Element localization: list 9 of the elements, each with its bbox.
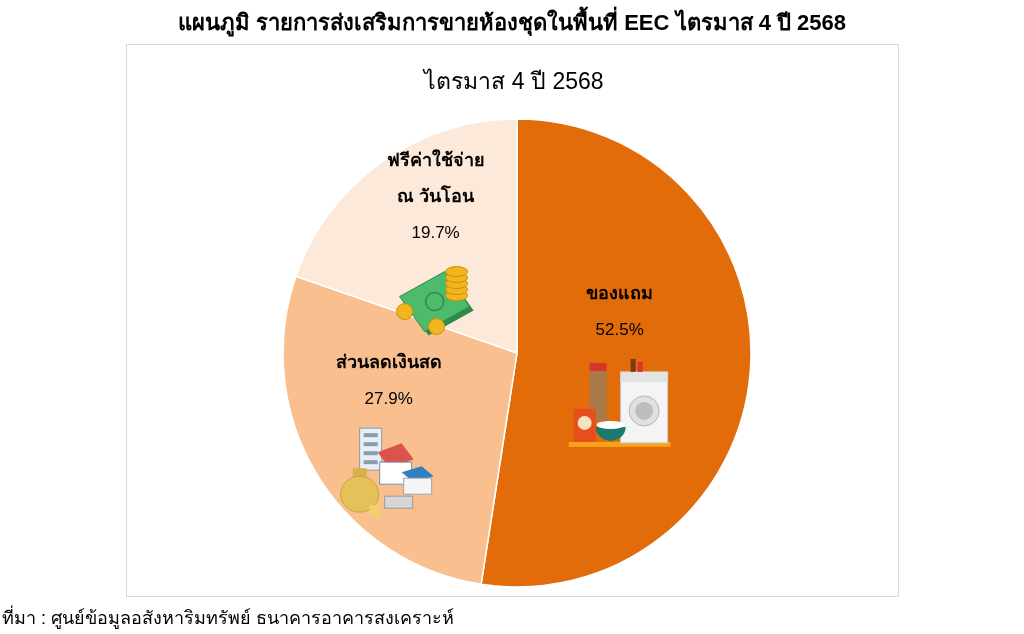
slice-label: ส่วนลดเงินสด bbox=[335, 352, 442, 373]
slice-label: ฟรีค่าใช้จ่าย ณ วันโอน bbox=[386, 148, 485, 206]
data-label: 27.9% bbox=[364, 389, 413, 409]
text: ที่มา : ศูนย์ข้อมูลอสังหาริมทรัพย์ ธนาคารอาคารสงเคราะห์ bbox=[2, 605, 455, 629]
slice-label: ของแถม bbox=[586, 282, 654, 303]
chart-subtitle: ไตรมาส 4 ปี 2568 bbox=[422, 68, 604, 94]
chart-title: แผนภูมิ รายการส่งเสริมการขายห้องชุดในพื้นที่ EEC ไตรมาส 4 ปี 2568 bbox=[177, 6, 847, 37]
data-label: 52.5% bbox=[595, 319, 644, 339]
data-label: 19.7% bbox=[411, 222, 460, 242]
